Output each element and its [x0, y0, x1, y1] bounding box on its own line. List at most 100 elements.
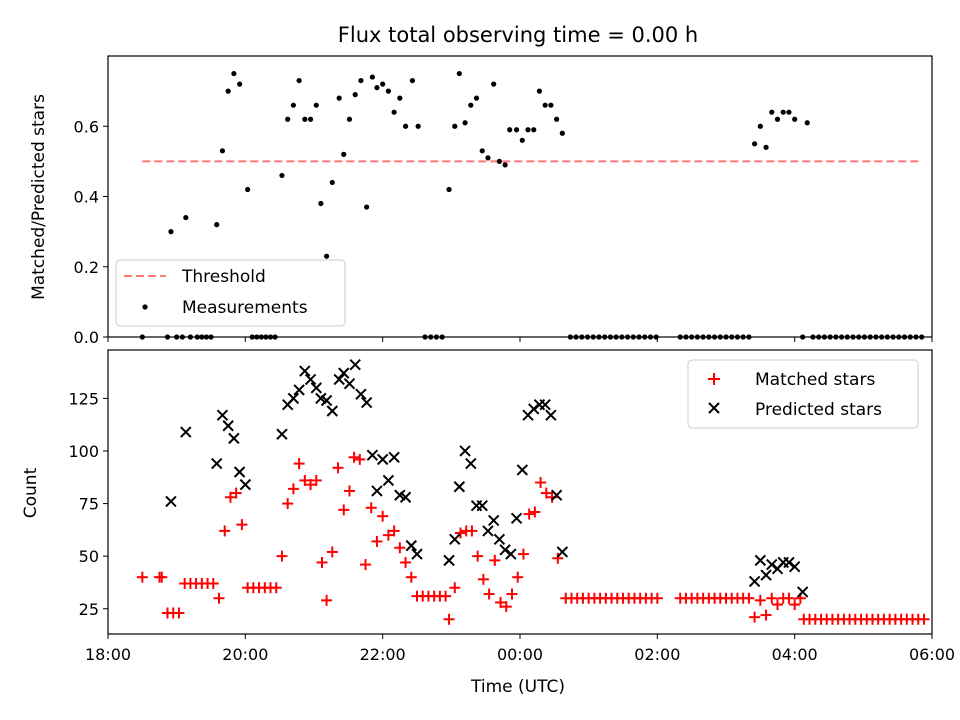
matched-star-point [276, 550, 288, 562]
top-y-axis-label: Matched/Predicted stars [29, 94, 49, 300]
bottom-y-tick-label: 25 [79, 600, 99, 619]
predicted-star-point [382, 474, 395, 487]
measurement-point [567, 334, 573, 340]
measurement-point [446, 186, 452, 193]
matched-star-point [388, 525, 400, 537]
predicted-star-point [326, 405, 339, 417]
predicted-star-point [239, 478, 252, 491]
matched-star-point [207, 578, 219, 590]
measurement-point [596, 334, 602, 340]
matched-star-point [449, 582, 461, 594]
matched-star-point [354, 453, 366, 465]
matched-star-point [305, 479, 317, 491]
measurement-point [636, 334, 642, 340]
measurement-point [856, 334, 862, 340]
measurement-point [792, 116, 798, 122]
matched-star-point [529, 506, 541, 518]
matched-star-point [348, 451, 360, 463]
matched-star-point [540, 487, 552, 499]
matched-star-point [236, 519, 248, 531]
measurement-point [647, 334, 654, 340]
measurement-point [769, 109, 775, 115]
predicted-star-point [293, 384, 305, 396]
predicted-star-point [310, 382, 322, 394]
matched-legend-label: Matched stars [755, 370, 875, 390]
measurement-point [619, 334, 625, 340]
bottom-plot-area: 25 50 75 100 125 18:00 20:00 22:00 00:00 02:00 04:… [68, 349, 955, 664]
measurement-point [653, 334, 659, 340]
predicted-star-point [528, 403, 540, 415]
predicted-star-point [333, 373, 345, 386]
predicted-star-point [760, 569, 772, 581]
measurement-point [752, 141, 758, 147]
measurement-point [358, 77, 364, 84]
top-y-tick-label: 0.2 [74, 258, 99, 277]
x-tick-label: 04:00 [772, 645, 818, 664]
measurement-point [502, 162, 508, 168]
measurement-point [757, 123, 763, 129]
x-tick-label: 18:00 [85, 645, 131, 664]
measurement-point [194, 334, 200, 340]
predicted-star-point [366, 449, 379, 461]
measurement-point [369, 74, 375, 80]
measurement-point [174, 334, 180, 340]
measurement-point [513, 127, 520, 133]
predicted-star-point [499, 544, 511, 556]
measurement-point [717, 334, 723, 340]
predicted-star-point [287, 392, 300, 405]
measurement-point [245, 186, 251, 193]
bottom-y-tick-label: 100 [68, 442, 99, 461]
predicted-star-point [783, 556, 795, 569]
predicted-star-point [405, 539, 417, 552]
measurement-point [624, 334, 631, 340]
matched-star-point [483, 588, 495, 600]
top-y-tick-label: 0.4 [74, 188, 99, 207]
measurement-point [711, 334, 718, 340]
matched-star-point [282, 498, 294, 510]
measurement-point [452, 123, 458, 129]
predicted-star-point [211, 457, 223, 470]
measurement-point [290, 102, 296, 108]
predicted-star-point [449, 533, 461, 546]
matched-star-point [287, 483, 299, 495]
predicted-star-point [550, 489, 563, 501]
measurement-point [468, 102, 474, 108]
measurement-point [827, 334, 833, 340]
measurement-point [919, 334, 925, 340]
measurement-point [630, 334, 636, 340]
measurement-point [183, 214, 189, 221]
measurement-point [249, 334, 255, 340]
predicted-star-point [299, 365, 311, 377]
measurement-point [573, 334, 579, 340]
top-legend: Threshold Measurements [115, 259, 346, 327]
measurement-point [879, 334, 885, 340]
measurement-point [336, 95, 342, 101]
matched-star-point [371, 535, 383, 547]
predicted-star-point [343, 377, 356, 390]
measurement-point [318, 200, 324, 207]
measurement-point [203, 334, 210, 340]
matched-star-point [440, 590, 452, 602]
matched-star-point [321, 594, 333, 606]
matched-star-point [365, 502, 377, 514]
bottom-y-axis-label: Count [21, 467, 41, 518]
measurement-point [536, 88, 543, 94]
matched-star-point [382, 529, 394, 541]
measurement-point [913, 334, 919, 340]
matched-star-point [360, 559, 371, 571]
predicted-star-point [276, 428, 288, 440]
measurement-point [307, 116, 314, 122]
measurement-point [385, 88, 391, 94]
matched-star-point [454, 527, 466, 539]
top-y-tick-label: 0.0 [74, 328, 99, 347]
predicted-star-point [476, 499, 488, 512]
matched-star-point [405, 571, 417, 583]
predicted-star-point [180, 426, 192, 438]
measurement-point [164, 334, 171, 340]
measurement-point [263, 334, 269, 340]
predicted-star-point [371, 485, 383, 497]
x-tick-label: 00:00 [497, 645, 543, 664]
top-legend-box [115, 259, 346, 327]
measurement-point [507, 127, 513, 133]
